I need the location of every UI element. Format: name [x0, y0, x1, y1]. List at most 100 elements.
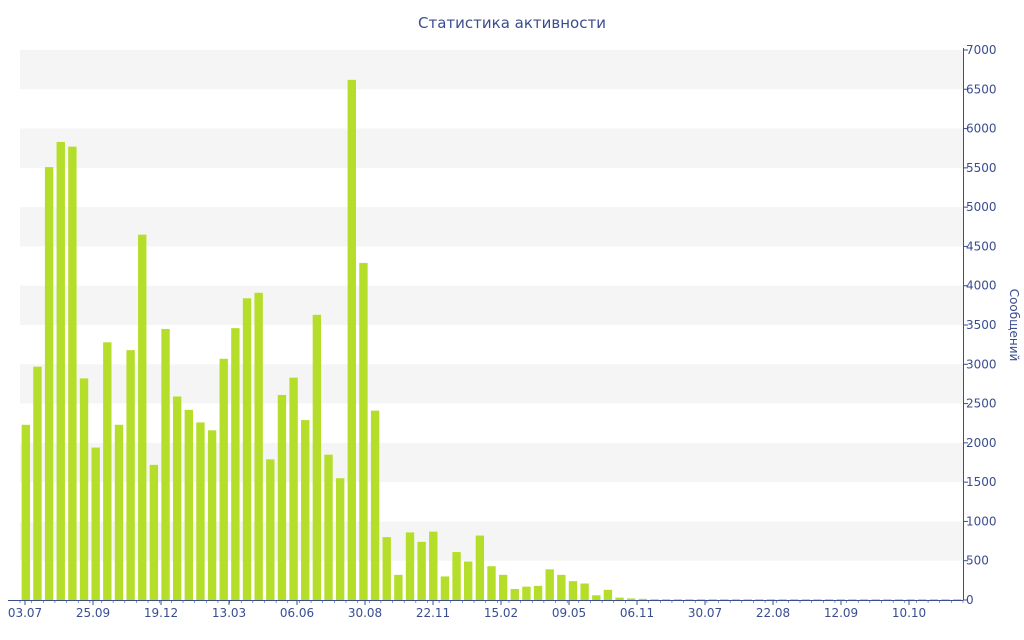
bar: [778, 599, 787, 600]
bar: [952, 599, 962, 600]
y-tick-label: 0: [966, 593, 974, 607]
x-tick-label: 30.08: [348, 606, 382, 620]
bar: [312, 314, 322, 600]
x-tick-label: 15.02: [484, 606, 518, 620]
y-tick-label: 4000: [966, 279, 997, 293]
bar: [871, 599, 880, 600]
bar: [347, 79, 356, 601]
bar: [755, 599, 764, 600]
bar: [429, 531, 438, 600]
bar: [696, 599, 706, 600]
bar: [487, 566, 496, 600]
bar: [324, 454, 333, 600]
bar: [813, 599, 822, 600]
bar: [254, 292, 263, 600]
bar: [580, 583, 589, 600]
bar: [790, 599, 799, 600]
bar: [196, 422, 205, 600]
bar: [335, 478, 345, 600]
y-tick-label: 4500: [966, 239, 997, 253]
bar: [708, 599, 717, 600]
bar: [231, 328, 240, 600]
x-tick-label: 19.12: [144, 606, 178, 620]
bar: [68, 146, 77, 600]
bar: [557, 574, 566, 600]
bar: [184, 409, 193, 600]
grid-band: [20, 128, 963, 168]
y-tick-label: 2500: [966, 397, 997, 411]
bar: [859, 599, 869, 600]
bar: [661, 599, 671, 600]
bar: [929, 599, 939, 600]
grid-band: [20, 285, 963, 325]
bar: [464, 561, 473, 600]
x-tick-label: 12.09: [824, 606, 858, 620]
y-tick-label: 500: [966, 554, 989, 568]
bar: [359, 262, 368, 600]
bar: [301, 420, 310, 600]
bar: [207, 430, 217, 600]
bar: [440, 576, 450, 600]
bar: [650, 599, 659, 600]
bar: [266, 459, 275, 600]
bar: [79, 378, 89, 600]
bar: [452, 552, 461, 600]
y-tick-label: 3500: [966, 318, 997, 332]
bar: [498, 574, 508, 600]
bar: [533, 585, 543, 600]
bar: [510, 589, 519, 600]
bar: [685, 599, 694, 600]
bar: [475, 535, 485, 600]
bar: [91, 447, 100, 600]
y-tick-label: 1500: [966, 475, 997, 489]
bar: [918, 599, 927, 600]
bar: [289, 377, 298, 600]
y-tick-label: 1000: [966, 514, 997, 528]
grid-band: [20, 207, 963, 247]
bar: [615, 597, 624, 600]
bar: [627, 598, 636, 600]
bar: [382, 537, 391, 600]
y-tick-label: 6500: [966, 82, 997, 96]
bar: [44, 167, 54, 600]
bar: [848, 599, 857, 600]
bar: [219, 358, 228, 600]
bar: [592, 595, 601, 600]
bar: [894, 599, 904, 600]
x-tick-label: 25.09: [76, 606, 110, 620]
bar: [883, 599, 892, 600]
x-tick-label: 03.07: [8, 606, 42, 620]
bar: [766, 599, 776, 600]
bar: [114, 424, 124, 600]
bar: [836, 599, 845, 600]
bar: [603, 589, 613, 600]
bar: [277, 394, 287, 600]
bar: [21, 424, 31, 600]
bar: [731, 599, 741, 600]
bar: [673, 599, 682, 600]
y-tick-label: 5000: [966, 200, 997, 214]
bar: [824, 599, 834, 600]
bar: [638, 598, 648, 600]
bar: [126, 350, 135, 600]
bar: [161, 328, 170, 600]
y-axis-title: Сообщений: [1007, 289, 1021, 362]
x-tick-label: 13.03: [212, 606, 246, 620]
bar: [172, 396, 182, 600]
bar: [33, 366, 42, 600]
bar: [801, 599, 811, 600]
bar: [405, 532, 415, 600]
bar: [522, 586, 531, 600]
y-tick-label: 5500: [966, 161, 997, 175]
x-tick-label: 09.05: [552, 606, 586, 620]
bar: [56, 141, 65, 600]
x-tick-label: 06.11: [620, 606, 654, 620]
bar: [242, 298, 252, 600]
bar: [720, 599, 729, 600]
bar: [545, 569, 554, 600]
bar: [394, 574, 403, 600]
y-tick-label: 3000: [966, 357, 997, 371]
axes: 0 500 1000 1500 2000 2500 3000 3500 4000 4500 5000…: [8, 43, 997, 620]
bar: [743, 599, 752, 600]
